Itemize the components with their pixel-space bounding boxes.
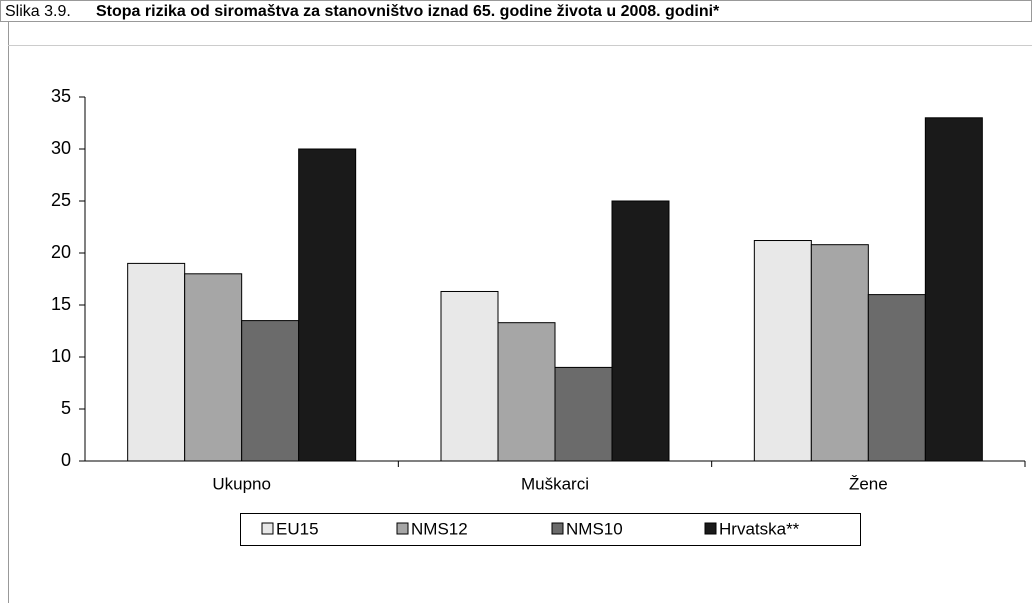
y-tick-label: 15 [51, 294, 71, 314]
y-tick-label: 35 [51, 86, 71, 106]
y-tick-label: 20 [51, 242, 71, 262]
y-tick-label: 0 [61, 450, 71, 470]
bar [753, 240, 812, 462]
x-tick-label: Ukupno [212, 474, 271, 493]
figure-label: Slika 3.9. [5, 3, 71, 20]
legend-swatch [261, 522, 274, 535]
legend-label: NMS12 [411, 519, 468, 538]
legend-label: EU15 [276, 519, 319, 538]
y-tick-label: 30 [51, 138, 71, 158]
y-tick-label: 10 [51, 346, 71, 366]
y-tick-label: 5 [61, 398, 71, 418]
bar [127, 262, 186, 462]
bar [497, 322, 556, 462]
legend-swatch [704, 522, 717, 535]
legend-swatch [551, 522, 564, 535]
bar [611, 200, 670, 462]
bar [440, 290, 499, 462]
legend-swatch [396, 522, 409, 535]
y-tick-label: 25 [51, 190, 71, 210]
legend-box [240, 513, 861, 546]
bar [184, 273, 243, 462]
legend-label: Hrvatska** [719, 519, 800, 538]
bar [810, 244, 869, 462]
x-tick-label: Muškarci [521, 474, 589, 493]
bar [924, 117, 983, 462]
bar [298, 148, 357, 462]
x-tick-label: Žene [849, 474, 888, 493]
chart-title: Stopa rizika od siromaštva za stanovništ… [96, 3, 720, 20]
bar [867, 294, 926, 462]
legend-label: NMS10 [566, 519, 623, 538]
bar [241, 320, 300, 462]
bar [554, 366, 613, 462]
